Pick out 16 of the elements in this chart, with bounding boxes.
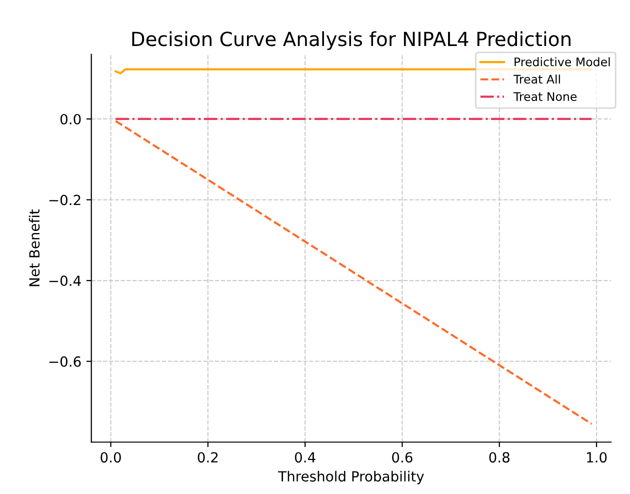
y-tick-label: −0.6 [49,356,81,367]
y-tick-label: 0.0 [60,114,81,124]
x-tick-label: 0.8 [489,452,510,463]
x-tick-label: 0.6 [392,452,412,463]
legend-label: Predictive Model [514,57,610,66]
x-tick-label: 0.2 [198,452,218,463]
x-tick-label: 0.0 [100,452,121,463]
chart-title: Decision Curve Analysis for NIPAL4 Prediction [132,31,570,50]
legend-label: Treat None [513,92,577,102]
x-tick-label: 0.4 [294,452,316,463]
x-tick-label: 1.0 [587,452,607,463]
x-axis-title: Threshold Probability [278,470,424,484]
y-tick-label: −0.4 [49,276,81,286]
y-tick-label: −0.2 [49,194,80,206]
y-axis-title: Net Benefit [28,209,40,286]
legend-label: Treat All [513,74,560,84]
